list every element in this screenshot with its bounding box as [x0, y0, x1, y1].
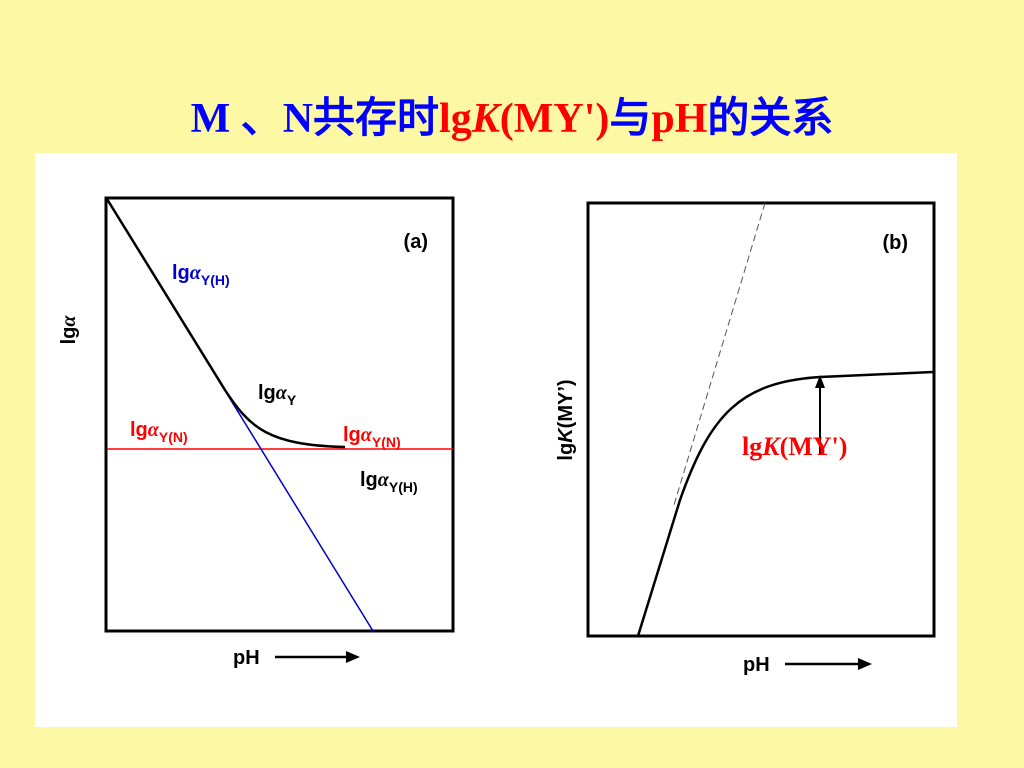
panel-tag: (a) [404, 231, 428, 253]
title-part: (MY') [500, 96, 610, 142]
panel-tag: (b) [882, 232, 908, 254]
title-part: 与 [609, 96, 651, 142]
label-sub: Y [287, 392, 297, 408]
curve-lgk [636, 370, 934, 637]
panel-b-frame [586, 201, 936, 638]
x-axis-label: pH [743, 654, 770, 676]
curve-y [105, 198, 346, 449]
title-part: pH [651, 96, 707, 142]
label-lg: lg [258, 382, 276, 404]
label-lg: lg [742, 432, 762, 461]
label-symbol: α [276, 382, 288, 404]
label-sub: Y(N) [159, 429, 188, 445]
annotation-arrowhead [815, 375, 825, 388]
title-part: K [471, 96, 503, 142]
x-arrowhead [858, 658, 872, 670]
label-lg-alpha-yh: lgαY(H) [172, 262, 230, 288]
panel-a-frame [104, 196, 455, 633]
title-part: M 、N共存时 [191, 95, 439, 142]
label-lg: lg [360, 469, 378, 491]
label-lg: lg [130, 419, 148, 441]
label-rest: (MY') [780, 432, 848, 461]
label-lg-alpha-yh: lgαY(H) [360, 469, 418, 495]
label-lg: lg [58, 327, 80, 345]
label-italic: K [555, 427, 577, 443]
label-sub: Y(N) [372, 434, 401, 450]
title-part: 的关系 [707, 95, 833, 142]
label-lg-alpha-yn: lgαY(N) [343, 424, 401, 450]
y-axis-label: lgα [58, 315, 80, 345]
label-lg-alpha-y: lgαY [258, 382, 297, 408]
label-italic: K [761, 432, 781, 461]
x-axis-label: pH [233, 647, 260, 669]
annotation: lgK(MY') [742, 432, 847, 461]
label-symbol: α [58, 315, 80, 327]
label-symbol: α [378, 469, 390, 491]
label-sub: Y(H) [389, 479, 418, 495]
asymptote [673, 202, 766, 506]
label-lg-alpha-yn: lgαY(N) [130, 419, 188, 445]
label-lg: lg [555, 443, 577, 461]
label-lg: lg [172, 262, 190, 284]
label-symbol: α [148, 419, 160, 441]
y-axis-label: lgK(MY’) [555, 379, 577, 460]
label-sub: Y(H) [201, 272, 230, 288]
label-symbol: α [190, 262, 202, 284]
label-symbol: α [361, 424, 373, 446]
x-arrowhead [346, 651, 360, 663]
title-part: lg [439, 96, 472, 142]
label-lg: lg [343, 424, 361, 446]
title: M 、N共存时lgK(MY')与pH的关系 [191, 95, 834, 142]
label-rest: (MY’) [555, 379, 577, 428]
